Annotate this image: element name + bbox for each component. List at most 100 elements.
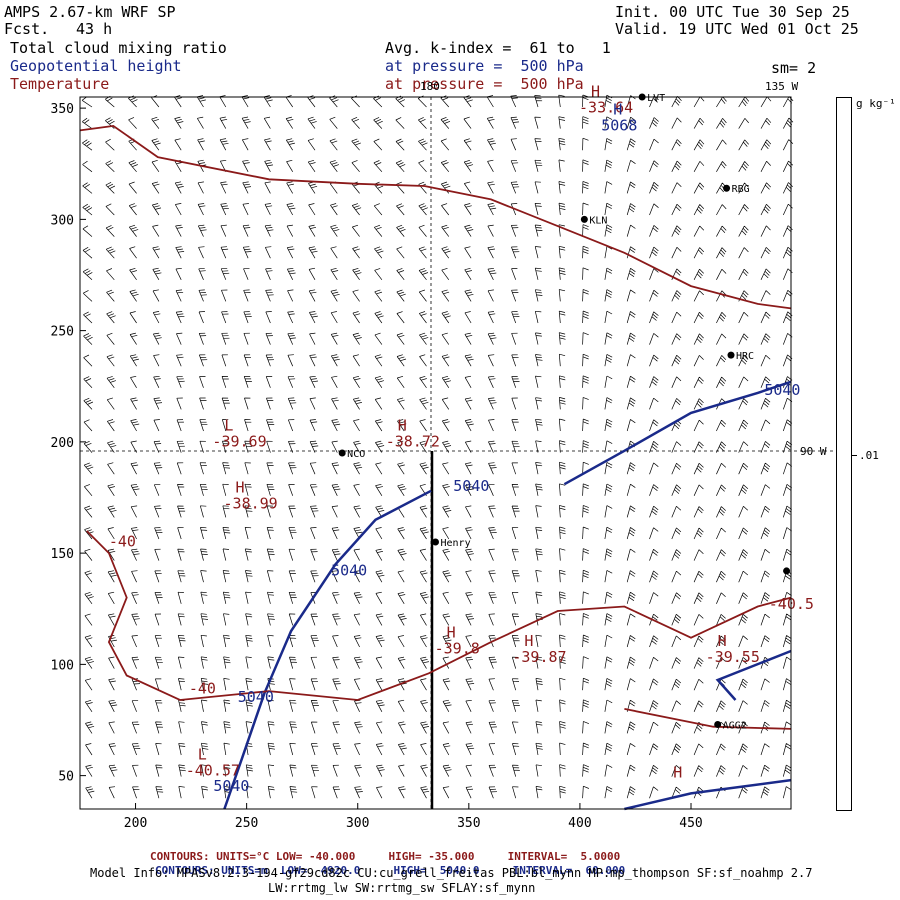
plot-frame	[79, 96, 792, 810]
smoothing-label: sm= 2	[771, 59, 817, 77]
map-chart: 180 135 W 90 W 5040 5040 5040 5040 5040 -40 -40 -…	[51, 80, 836, 831]
high-marker: H	[673, 763, 682, 781]
height-contour-5040	[223, 489, 432, 810]
high-marker: H	[447, 623, 456, 641]
x-tick-label: 400	[568, 816, 591, 831]
x-tick-label: 200	[124, 816, 147, 831]
footer-height-interval: INTERVAL= 60.000	[512, 864, 626, 877]
high-marker: H	[613, 100, 622, 118]
extremum-value: -39.69	[212, 432, 266, 450]
high-marker: H	[591, 83, 600, 101]
temperature-contour-minus40	[79, 124, 792, 310]
footer-height-high: HIGH= 5040.0	[393, 864, 480, 877]
y-tick-label: 250	[51, 325, 74, 340]
footer-temp-units: UNITS=°C	[216, 850, 270, 863]
map-marks: 50405040504050405040-40-40-40.5H-33.64H5…	[109, 83, 814, 796]
station-label: Henry	[441, 538, 471, 549]
k-index-label: Avg. k-index = 61 to 1	[385, 39, 611, 57]
station-dot	[783, 567, 791, 575]
low-marker: L	[224, 416, 233, 434]
footer-height-units: UNITS=m	[221, 864, 268, 877]
extremum-value: -39.55	[706, 648, 760, 666]
axes: 200 250 300 350 400 450 50 100 150 200 250 300 350	[51, 102, 703, 831]
model-info-2: LW:rrtmg_lw SW:rrtmg_sw SFLAY:sf_mynn	[268, 881, 536, 895]
x-tick-label: 350	[457, 816, 480, 831]
longitude-label: 90 W	[800, 445, 827, 458]
footer-height-low: LOW= 4920.0	[280, 864, 361, 877]
field-height-label: Geopotential height	[10, 57, 182, 75]
station-dot	[723, 184, 731, 192]
footer-temp-low: LOW= -40.000	[275, 850, 356, 863]
y-tick-label: 200	[51, 436, 74, 451]
height-contour-5040	[563, 380, 792, 486]
station-label: HRC	[736, 351, 754, 362]
station-label: LVT	[647, 93, 665, 104]
high-marker: H	[718, 632, 727, 650]
high-marker: H	[236, 479, 245, 497]
x-tick-label: 450	[679, 816, 702, 831]
contour-label: 5040	[453, 477, 489, 495]
extremum-value: 5068	[601, 116, 637, 134]
footer-temp-high: HIGH= -35.000	[388, 850, 475, 863]
init-time: Init. 00 UTC Tue 30 Sep 25	[615, 3, 850, 21]
station-dot	[714, 720, 722, 728]
extremum-value: -39.87	[512, 648, 566, 666]
height-contour-5040	[715, 649, 792, 701]
footer-height-label: CONTOURS:	[155, 864, 215, 877]
temperature-contour-minus40	[624, 708, 792, 730]
pressure-temp-label: at pressure = 500 hPa	[385, 75, 584, 93]
y-tick-label: 350	[51, 102, 74, 117]
field-cloud-label: Total cloud mixing ratio	[10, 39, 227, 57]
pressure-height-label: at pressure = 500 hPa	[385, 57, 584, 75]
longitude-label: 135 W	[765, 80, 798, 93]
footer-height-line: CONTOURS: UNITS=m LOW= 4920.0 HIGH= 5040…	[155, 851, 625, 877]
contour-lines	[79, 124, 792, 811]
valid-time: Valid. 19 UTC Wed 01 Oct 25	[615, 20, 859, 38]
extremum-value: -38.99	[224, 495, 278, 513]
extremum-value: -39.8	[435, 639, 480, 657]
station-label: KLN	[589, 215, 607, 226]
contour-label: 5040	[213, 777, 249, 795]
station-dot	[432, 538, 439, 546]
high-marker: H	[398, 416, 407, 434]
contour-label: 5040	[331, 561, 367, 579]
station-dot	[727, 351, 735, 359]
station-label: RBG	[732, 184, 750, 195]
temperature-contour-minus40	[86, 530, 792, 701]
station-label: AGG2	[723, 720, 747, 731]
contour-label: -40	[109, 532, 136, 550]
contour-label: -40	[189, 679, 216, 697]
extremum-value: -33.64	[579, 99, 633, 117]
forecast-value: 43 h	[76, 20, 113, 38]
footer-temp-line: CONTOURS: UNITS=°C LOW= -40.000 HIGH= -3…	[150, 837, 620, 863]
model-title: AMPS 2.67-km WRF SP	[4, 3, 176, 21]
longitude-label: 180	[420, 80, 440, 93]
station-dot	[580, 215, 588, 223]
graticule: 180 135 W 90 W	[80, 80, 836, 809]
model-info: Model Info: MPASv8.2.3-194-gf29cd82c CU:…	[90, 866, 813, 880]
contour-label: 5040	[238, 688, 274, 706]
wind-barbs	[81, 94, 794, 799]
x-tick-label: 250	[235, 816, 258, 831]
x-tick-label: 300	[346, 816, 369, 831]
station-dot	[338, 449, 346, 457]
footer-temp-interval: INTERVAL= 5.0000	[507, 850, 621, 863]
colorbar	[836, 97, 852, 811]
y-tick-label: 300	[51, 213, 74, 228]
forecast-label: Fcst.	[4, 20, 50, 38]
colorbar-unit: g kg⁻¹	[856, 97, 896, 110]
station-label: NCO	[347, 449, 365, 460]
colorbar-value: .01	[859, 449, 879, 462]
contour-label: 5040	[764, 381, 800, 399]
extremum-value: -38.72	[386, 432, 440, 450]
y-tick-label: 50	[58, 770, 74, 785]
colorbar-tick	[851, 455, 857, 456]
extremum-value: -40.57	[186, 762, 240, 780]
field-temp-label: Temperature	[10, 75, 110, 93]
footer-temp-label: CONTOURS:	[150, 850, 210, 863]
y-tick-label: 100	[51, 658, 74, 673]
wind-barb-field	[81, 94, 794, 799]
high-marker: H	[524, 632, 533, 650]
y-tick-label: 150	[51, 547, 74, 562]
low-marker: L	[198, 746, 207, 764]
